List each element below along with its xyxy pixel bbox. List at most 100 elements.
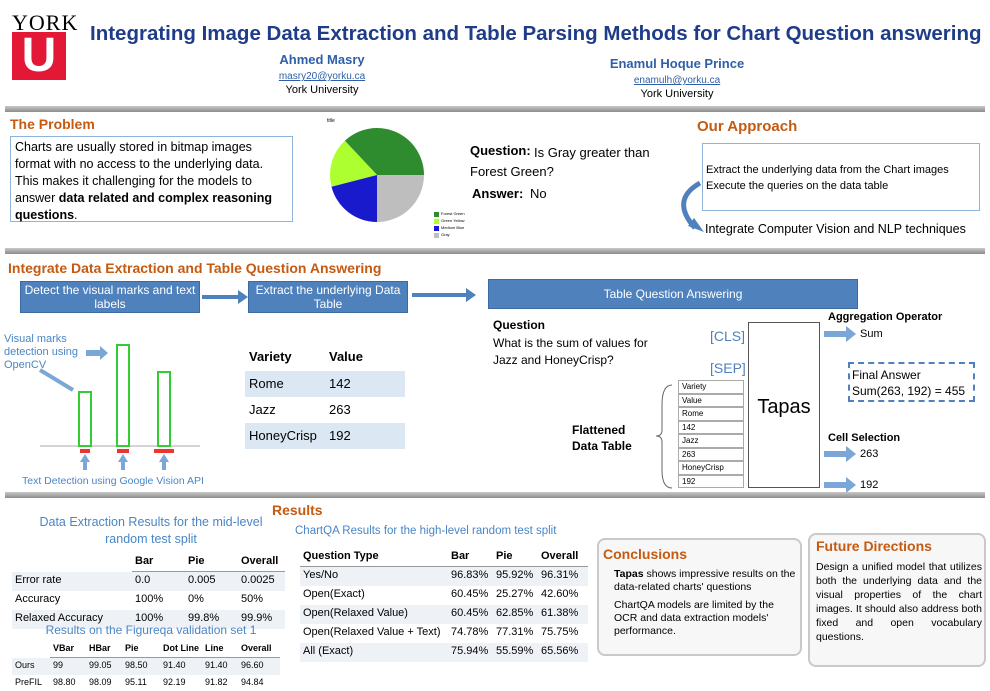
cell-label: Cell Selection <box>828 432 901 444</box>
pipeline-step: Detect the visual marks and text labels <box>20 281 200 313</box>
bullet-bold: Tapas <box>614 568 644 580</box>
approach-result: Integrate Computer Vision and NLP techni… <box>705 222 966 236</box>
legend-label: Gray <box>441 232 450 237</box>
agg-value: Sum <box>860 328 883 340</box>
future-box <box>808 533 986 667</box>
table-cell: 91.40 <box>202 658 238 675</box>
table-cell: 142 <box>325 371 405 397</box>
model-box <box>748 322 820 488</box>
table-cell: 75.75% <box>538 624 588 643</box>
table-cell: 99 <box>50 658 86 675</box>
table-cell: 99.8% <box>185 610 238 629</box>
pipeline-step: Table Question Answering <box>488 279 858 309</box>
problem-end: . <box>74 208 78 222</box>
author-email: enamulh@yorku.ca <box>633 75 721 86</box>
heading: Results <box>272 502 323 518</box>
table-cell: 0.005 <box>185 572 238 591</box>
author-email: masry20@yorku.ca <box>278 71 366 82</box>
legend-label: Medium Blue <box>441 225 465 230</box>
table-cell: 98.09 <box>86 675 122 691</box>
title: Integrating Image Data Extraction and Ta… <box>90 22 982 45</box>
table-cell: 99.9% <box>238 610 285 629</box>
table-cell: Open(Exact) <box>300 586 448 605</box>
question-label: Question: <box>470 143 531 158</box>
legend-label: Forest Green <box>441 211 465 216</box>
legend-label: Green Yellow <box>441 218 465 223</box>
table-cell: 94.84 <box>238 675 280 691</box>
logo-letter: U <box>21 29 57 82</box>
table-cell: 92.19 <box>160 675 202 691</box>
table-cell: Error rate <box>12 572 132 591</box>
bullet: ChartQA models are limited by the OCR an… <box>606 599 798 638</box>
arrow-head <box>688 218 704 232</box>
table-cell: 60.45% <box>448 586 493 605</box>
table-cell: 0.0 <box>132 572 185 591</box>
model-name: Tapas <box>757 396 811 418</box>
table-cell: Jazz <box>245 397 327 423</box>
table-cell: Rome <box>245 371 327 397</box>
separator <box>5 492 985 498</box>
table-caption: ChartQA Results for the high-level rando… <box>295 525 557 537</box>
table-cell: Accuracy <box>12 591 132 610</box>
pie-title: title <box>327 118 335 124</box>
table-cell: 95.11 <box>122 675 160 691</box>
table-cell: 50% <box>238 591 285 610</box>
final-value: Sum(263, 192) = 455 <box>852 384 966 398</box>
legend-swatch <box>434 226 439 231</box>
table-header: Pie <box>122 641 160 658</box>
table-cell: 192 <box>325 423 405 449</box>
table-cell: 55.59% <box>493 643 538 662</box>
table-cell: 96.60 <box>238 658 280 675</box>
table-cell: 0% <box>185 591 238 610</box>
table-cell: 60.45% <box>448 605 493 624</box>
separator <box>5 248 985 254</box>
separator <box>5 106 985 112</box>
table-cell: Yes/No <box>300 567 448 586</box>
arrow-head <box>238 290 248 304</box>
table-header: Overall <box>238 553 285 572</box>
author-affiliation: York University <box>640 88 714 100</box>
table-header: Overall <box>538 548 588 567</box>
table-cell: 96.83% <box>448 567 493 586</box>
table-header: VBar <box>50 641 86 658</box>
legend-swatch <box>434 233 439 238</box>
flattened-cell: Variety <box>678 380 744 394</box>
table-header: Overall <box>238 641 280 658</box>
table-cell: 263 <box>325 397 405 423</box>
arrow-head <box>466 288 476 302</box>
table-cell: 100% <box>132 591 185 610</box>
flattened-cell: Value <box>678 393 744 407</box>
table-cell: Open(Relaxed Value + Text) <box>300 624 448 643</box>
table-cell: 99.05 <box>86 658 122 675</box>
table-cell: 98.80 <box>50 675 86 691</box>
cell-value: 192 <box>860 479 879 491</box>
detected-mark <box>78 391 92 447</box>
agg-label: Aggregation Operator <box>828 311 943 323</box>
table-cell: Relaxed Accuracy <box>12 610 132 629</box>
table-header: Pie <box>493 548 538 567</box>
answer-label: Answer: <box>472 186 524 201</box>
brace <box>655 384 673 489</box>
table-cell: 0.0025 <box>238 572 285 591</box>
table-cell: 95.92% <box>493 567 538 586</box>
table-cell: 74.78% <box>448 624 493 643</box>
pie-slice <box>344 128 424 175</box>
bullet: Tapas shows impressive results on the da… <box>606 568 798 594</box>
detected-mark <box>157 371 171 447</box>
question-label: Question <box>493 318 546 332</box>
heading: Our Approach <box>697 118 798 135</box>
table-cell: Open(Relaxed Value) <box>300 605 448 624</box>
right-arrows <box>824 326 856 493</box>
table-header: Pie <box>185 553 238 572</box>
table-cell: 42.60% <box>538 586 588 605</box>
detected-label <box>117 449 129 453</box>
flattened-cell: 142 <box>678 420 744 434</box>
problem-text: Charts are usually stored in bitmap imag… <box>15 140 264 205</box>
table-cell: 100% <box>132 610 185 629</box>
pie-slice <box>331 175 377 222</box>
flattened-cell: 192 <box>678 474 744 488</box>
table-cell: PreFIL <box>12 675 50 691</box>
bullet: Execute the queries on the data table <box>706 180 889 192</box>
table-cell: 98.50 <box>122 658 160 675</box>
